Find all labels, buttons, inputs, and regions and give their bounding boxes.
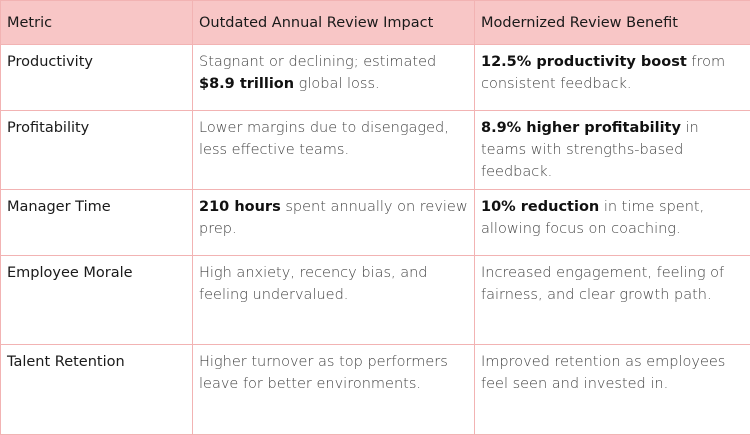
cell-highlight: 210 hours (199, 199, 281, 215)
outdated-cell: Lower margins due to disengaged, less ef… (193, 111, 475, 190)
cell-text: Improved retention as employees feel see… (481, 354, 725, 392)
table-row: Manager Time 210 hours spent annually on… (1, 190, 750, 256)
metric-cell: Talent Retention (1, 345, 193, 435)
cell-highlight: 8.9% higher profitability (481, 120, 681, 136)
header-modernized-benefit: Modernized Review Benefit (475, 1, 750, 45)
table-row: Employee Morale High anxiety, recency bi… (1, 256, 750, 345)
header-metric: Metric (1, 1, 193, 45)
metric-cell: Manager Time (1, 190, 193, 256)
cell-text: Stagnant or declining; estimated (199, 54, 436, 70)
cell-highlight: 12.5% productivity boost (481, 54, 687, 70)
modern-cell: Increased engagement, feeling of fairnes… (475, 256, 750, 345)
table-row: Profitability Lower margins due to disen… (1, 111, 750, 190)
modern-cell: Improved retention as employees feel see… (475, 345, 750, 435)
metric-cell: Productivity (1, 45, 193, 111)
metric-cell: Employee Morale (1, 256, 193, 345)
cell-text: global loss. (294, 76, 380, 92)
modern-cell: 12.5% productivity boost from consistent… (475, 45, 750, 111)
cell-text: Increased engagement, feeling of fairnes… (481, 265, 724, 303)
header-outdated-impact: Outdated Annual Review Impact (193, 1, 475, 45)
outdated-cell: Stagnant or declining; estimated $8.9 tr… (193, 45, 475, 111)
outdated-cell: High anxiety, recency bias, and feeling … (193, 256, 475, 345)
outdated-cell: Higher turnover as top performers leave … (193, 345, 475, 435)
cell-text: Lower margins due to disengaged, less ef… (199, 120, 449, 158)
metric-cell: Profitability (1, 111, 193, 190)
cell-text: High anxiety, recency bias, and feeling … (199, 265, 428, 303)
outdated-cell: 210 hours spent annually on review prep. (193, 190, 475, 256)
cell-highlight: 10% reduction (481, 199, 599, 215)
modern-cell: 8.9% higher profitability in teams with … (475, 111, 750, 190)
table-row: Productivity Stagnant or declining; esti… (1, 45, 750, 111)
cell-text: Higher turnover as top performers leave … (199, 354, 448, 392)
modern-cell: 10% reduction in time spent, allowing fo… (475, 190, 750, 256)
table-row: Talent Retention Higher turnover as top … (1, 345, 750, 435)
cell-highlight: $8.9 trillion (199, 76, 294, 92)
table-header-row: Metric Outdated Annual Review Impact Mod… (1, 1, 750, 45)
